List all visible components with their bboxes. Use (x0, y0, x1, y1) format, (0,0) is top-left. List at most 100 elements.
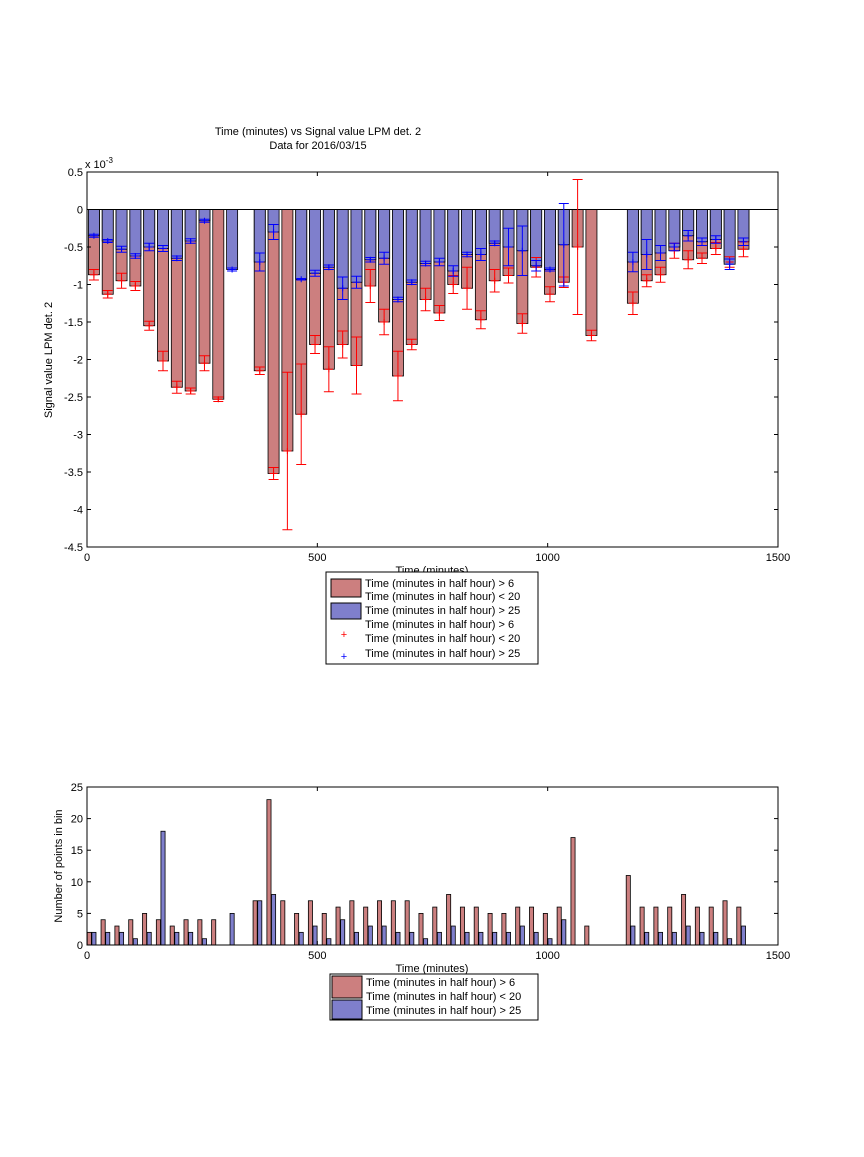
chart2-legend-label-2: Time (minutes in half hour) > 25 (366, 1005, 521, 1017)
chart1-bar-series2 (101, 209, 114, 242)
chart1-legend-entry-1: Time (minutes in half hour) > 6 Time (mi… (330, 578, 520, 603)
chart1-bar-series2 (668, 209, 681, 248)
chart1-title: Time (minutes) vs Signal value LPM det. … (215, 126, 421, 138)
chart1-y-exponent-power: -3 (106, 156, 114, 165)
chart1-x-tick-label: 500 (308, 552, 326, 564)
chart1-legend-marker-blue: + (341, 651, 347, 663)
chart1-legend-label-1b: Time (minutes in half hour) < 20 (365, 591, 520, 603)
chart1-y-ticks: 0.5 0 -0.5 -1 -1.5 -2 -2.5 -3 -3.5 -4 -4.5 (64, 167, 778, 554)
chart2-x-tick-label: 1500 (766, 950, 790, 962)
chart1-x-ticks: 0 500 1000 1500 (84, 172, 790, 564)
chart1-errorbar-series2 (489, 240, 500, 247)
chart1-x-tick-label: 1500 (766, 552, 790, 564)
chart1-errorbar-series1 (130, 281, 141, 291)
chart1-y-exponent: x 10-3 (85, 156, 113, 171)
chart1-errorbar-series2 (448, 265, 459, 277)
chart1-errorbar-series2 (641, 239, 652, 270)
chart1-errorbar-series2 (310, 269, 321, 277)
chart1-bar-series2 (350, 209, 363, 283)
chart2-bar-series1 (252, 900, 258, 946)
chart1-bar-series2 (474, 209, 487, 255)
chart1-errorbar-series1 (351, 336, 362, 395)
chart2-bar-series1 (501, 913, 507, 946)
chart1-bar-series2 (696, 209, 708, 243)
chart1-errorbar-series1 (144, 320, 155, 331)
chart2-bar-series1 (681, 894, 687, 946)
chart1-y-exponent-base: x 10 (85, 159, 106, 171)
chart2-bar-series2 (519, 925, 525, 946)
chart2-bar-series1 (584, 925, 590, 946)
chart2-bar-series1 (570, 837, 576, 946)
chart2-bar-series1 (487, 913, 493, 946)
chart2-bar-series2 (409, 931, 415, 946)
chart1-errorbar-series2 (227, 266, 238, 273)
chart1-errorbar-series1 (268, 467, 279, 480)
chart1-errorbar-series1 (158, 350, 169, 372)
chart2-bar-series1 (432, 906, 438, 946)
chart1-errorbar-series1 (586, 329, 597, 342)
chart2-legend-label-1a: Time (minutes in half hour) > 6 (366, 977, 515, 989)
chart2-bar-series2 (450, 925, 456, 946)
chart1-errorbar-series1 (683, 250, 694, 270)
chart1-errorbar-series1 (379, 308, 390, 336)
chart1-errorbar-series1 (199, 355, 210, 372)
chart1-y-tick-label: 0 (77, 205, 83, 217)
chart2-bar-series1 (86, 931, 92, 946)
chart1-errorbar-series1 (392, 350, 403, 402)
chart1-bar-series2 (170, 209, 183, 259)
chart2-bar-series1 (211, 919, 217, 946)
chart2-bar-series2 (533, 931, 539, 946)
chart1-bar-series1 (267, 209, 280, 474)
chart2-bar-series2 (105, 931, 111, 946)
chart1-y-tick-label: -4.5 (64, 542, 83, 554)
chart1-errorbar-series1 (475, 310, 486, 330)
chart2-bar-series2 (367, 925, 373, 946)
chart2-legend: Time (minutes in half hour) > 6 Time (mi… (329, 973, 539, 1021)
chart1-errorbar-series2 (130, 253, 141, 259)
chart2-y-tick-label: 0 (77, 940, 83, 952)
chart2-bar-series2 (188, 931, 194, 946)
chart2-bar-series2 (395, 931, 401, 946)
chart2-bar-series1 (459, 906, 465, 946)
chart2-bar-series2 (699, 931, 705, 946)
chart1-bar-series2 (295, 209, 308, 280)
chart2-bar-series2 (630, 925, 636, 946)
chart2-bar-series2 (644, 931, 650, 946)
chart2-bar-series1 (556, 906, 562, 946)
chart1-legend-label-1a: Time (minutes in half hour) > 6 (365, 578, 514, 590)
chart2-bar-series1 (446, 894, 452, 946)
chart2-bar-series2 (561, 919, 567, 946)
chart2-bar-series1 (280, 900, 286, 946)
chart1-errorbar-series2 (738, 237, 749, 246)
count-chart: 0 500 1000 1500 0 5 10 15 20 25 Time (minutes) N… (53, 782, 790, 1021)
chart1-errorbar-series2 (655, 245, 666, 261)
chart1-errorbar-series2 (669, 242, 680, 252)
chart1-errorbar-series1 (627, 291, 638, 315)
chart1-y-tick-label: -1.5 (64, 317, 83, 329)
chart2-bar-series2 (423, 938, 429, 946)
chart1-y-tick-label: -1 (73, 280, 83, 292)
chart1-errorbar-series2 (158, 245, 169, 252)
chart2-legend-swatch-2 (331, 999, 363, 1020)
chart1-errorbar-series2 (379, 251, 390, 265)
chart1-errorbar-series1 (171, 380, 182, 394)
chart2-y-tick-label: 5 (77, 908, 83, 920)
chart1-legend-swatch-2 (330, 602, 362, 620)
chart1-errorbar-series1 (641, 274, 652, 288)
chart2-bar-series1 (722, 900, 728, 946)
chart2-bar-series2 (671, 931, 677, 946)
chart2-legend-box (329, 973, 539, 1021)
chart2-axes-box (86, 786, 779, 946)
chart2-bar-series1 (321, 913, 327, 946)
chart2-x-tick-label: 500 (308, 950, 326, 962)
chart1-errorbar-series1 (489, 269, 500, 293)
chart2-bar-series2 (685, 925, 691, 946)
chart1-errorbar-series1 (185, 387, 196, 395)
chart2-x-tick-label: 1000 (535, 950, 559, 962)
chart2-bar-series2 (727, 938, 733, 946)
chart1-errorbar-series2 (420, 260, 431, 267)
chart1-y-axis-label: Signal value LPM det. 2 (43, 302, 55, 418)
chart2-bar-series1 (142, 913, 148, 946)
chart1-errorbar-series2 (503, 227, 514, 267)
